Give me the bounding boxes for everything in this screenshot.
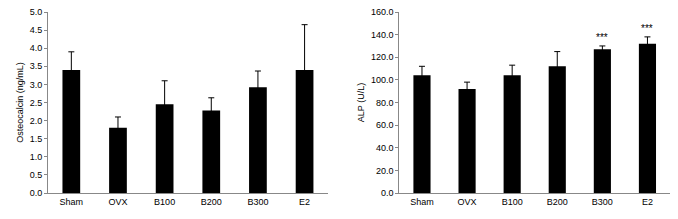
svg-text:60.0: 60.0: [376, 120, 394, 130]
svg-text:140.0: 140.0: [371, 30, 394, 40]
svg-text:OVX: OVX: [458, 197, 477, 207]
svg-text:80.0: 80.0: [376, 98, 394, 108]
svg-text:40.0: 40.0: [376, 143, 394, 153]
svg-text:0.0: 0.0: [381, 188, 394, 198]
svg-text:***: ***: [641, 23, 653, 34]
svg-text:3.0: 3.0: [30, 80, 43, 90]
svg-text:20.0: 20.0: [376, 166, 394, 176]
svg-text:B200: B200: [201, 197, 222, 207]
svg-text:***: ***: [596, 32, 608, 43]
svg-text:0.5: 0.5: [30, 170, 43, 180]
svg-text:0.0: 0.0: [30, 188, 43, 198]
svg-text:160.0: 160.0: [371, 7, 394, 17]
svg-text:1.5: 1.5: [30, 134, 43, 144]
svg-text:Sham: Sham: [410, 197, 434, 207]
svg-text:2.5: 2.5: [30, 98, 43, 108]
svg-text:B300: B300: [247, 197, 268, 207]
svg-text:100.0: 100.0: [371, 75, 394, 85]
svg-text:4.0: 4.0: [30, 43, 43, 53]
svg-text:2.0: 2.0: [30, 116, 43, 126]
svg-text:1.0: 1.0: [30, 152, 43, 162]
svg-text:3.5: 3.5: [30, 61, 43, 71]
svg-text:Sham: Sham: [60, 197, 84, 207]
svg-text:E2: E2: [642, 197, 653, 207]
svg-text:E2: E2: [299, 197, 310, 207]
svg-text:B200: B200: [547, 197, 568, 207]
svg-text:B100: B100: [502, 197, 523, 207]
svg-text:4.5: 4.5: [30, 25, 43, 35]
svg-text:OVX: OVX: [108, 197, 127, 207]
svg-text:Osteocalcin (ng/mL): Osteocalcin (ng/mL): [15, 62, 25, 143]
svg-text:120.0: 120.0: [371, 52, 394, 62]
svg-text:B300: B300: [592, 197, 613, 207]
svg-text:5.0: 5.0: [30, 7, 43, 17]
svg-text:B100: B100: [154, 197, 175, 207]
svg-text:ALP (U/L): ALP (U/L): [356, 83, 366, 122]
